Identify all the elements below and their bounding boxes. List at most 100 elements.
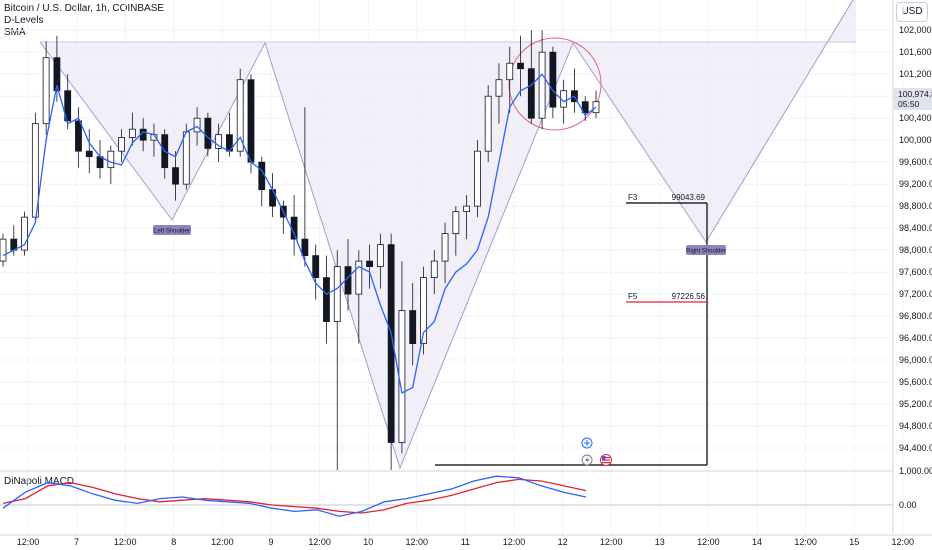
candle [527,30,535,124]
candle [430,250,438,295]
x-tick-label: 12:00 [308,537,331,547]
candle [215,123,223,163]
x-tick-label: 12 [558,537,568,547]
x-tick-label: 12:00 [600,537,623,547]
y-tick-label: 101,600.00 [899,47,932,57]
y-tick-label: 94,400.00 [899,443,932,453]
candle [592,90,600,119]
time-axis[interactable]: 12:00 7 12:00 8 12:00 9 12:00 10 12:00 11 12:00 12 1… [17,537,914,547]
svg-text:Right Shoulder: Right Shoulder [686,249,726,255]
candle [549,46,557,119]
y-tick-label: 94,800.00 [899,421,932,431]
candle [376,233,384,289]
countdown: 05:50 [898,99,920,109]
f5-value: 97226.56 [672,292,706,301]
candle [258,156,266,207]
lightning-icon[interactable] [581,454,593,466]
candle [323,255,330,344]
x-tick-label: 8 [171,537,176,547]
candle [301,107,309,267]
y-tick-label: 100,000.00 [899,135,932,145]
y-tick-label: 95,200.00 [899,399,932,409]
y-tick-label: 96,000.00 [899,355,932,365]
x-tick-label: 9 [268,537,273,547]
y-tick-label: 97,200.00 [899,289,932,299]
candle [463,195,471,240]
candle [118,129,125,163]
x-tick-label: 12:00 [17,537,40,547]
candle [420,266,427,355]
sma-line [2,73,597,394]
y-tick-label: 100,400.00 [899,113,932,123]
current-price-marker[interactable]: 100,974.88 05:50 [894,88,932,110]
y-tick-label: 96,800.00 [899,311,932,321]
x-tick-label: 12:00 [211,537,234,547]
x-tick-label: 13 [655,537,665,547]
candlesticks [0,30,600,470]
x-tick-label: 14 [752,537,762,547]
y-tick-label: 98,400.00 [899,223,932,233]
candle [538,30,546,130]
x-tick-label: 15 [849,537,859,547]
candle [452,206,460,256]
x-tick-label: 12:00 [114,537,137,547]
macd-axis-label-zero: 0.00 [899,500,917,510]
macd-title[interactable]: DiNapoli MACD [4,476,75,487]
f5-name: F5 [628,292,638,301]
left-shoulder-label[interactable]: Left Shoulder [153,225,191,235]
x-tick-label: 11 [461,537,470,547]
x-tick-label: 12:00 [892,537,915,547]
symbol-title[interactable]: Bitcoin / U.S. Dollar, 1h, COINBASE [4,3,165,14]
candle [571,68,578,113]
candle [85,129,93,174]
candle [506,46,514,113]
x-tick-label: 12:00 [406,537,429,547]
candle [387,233,395,470]
candle [517,35,524,97]
candle [355,250,363,344]
y-tick-label: 98,000.00 [899,245,932,255]
candle [53,35,61,102]
candle [441,222,449,284]
y-tick-label: 98,800.00 [899,201,932,211]
candle [0,233,7,267]
candle [42,41,50,135]
candle [204,112,212,157]
x-tick-label: 7 [74,537,79,547]
indicator-sma[interactable]: SMA [4,27,26,38]
candle [75,107,82,168]
macd-axis-label-top: 1,000.00 [899,466,932,476]
x-tick-label: 10 [363,537,373,547]
x-tick-label: 12:00 [503,537,526,547]
candle [172,151,179,201]
us-flag-icon[interactable] [600,454,612,466]
right-shoulder-label[interactable]: Right Shoulder [686,245,726,255]
price-axis[interactable]: 102,000.00101,600.00101,200.00100,800.00… [899,25,932,453]
indicator-d-levels[interactable]: D-Levels [4,15,44,26]
candle [333,250,341,470]
candle [21,211,28,256]
candle [107,145,115,185]
f3-value: 99043.69 [672,193,706,202]
highlight-circle [508,37,602,131]
candle [473,140,481,218]
candle [290,195,298,256]
candle [128,112,136,146]
macd-red-line [2,478,587,514]
y-tick-label: 95,600.00 [899,377,932,387]
f3-name: F3 [628,193,638,202]
y-tick-label: 96,400.00 [899,333,932,343]
candle [96,140,104,179]
plus-icon[interactable] [581,437,593,449]
x-tick-label: 12:00 [697,537,720,547]
candle [409,283,417,366]
candle [366,244,373,289]
currency-button[interactable]: USD [896,2,928,22]
candle [236,68,244,157]
svg-text:Left Shoulder: Left Shoulder [154,229,190,235]
y-tick-label: 99,600.00 [899,157,932,167]
candle [182,123,190,190]
y-tick-label: 102,000.00 [899,25,932,35]
y-tick-label: 101,200.00 [899,69,932,79]
